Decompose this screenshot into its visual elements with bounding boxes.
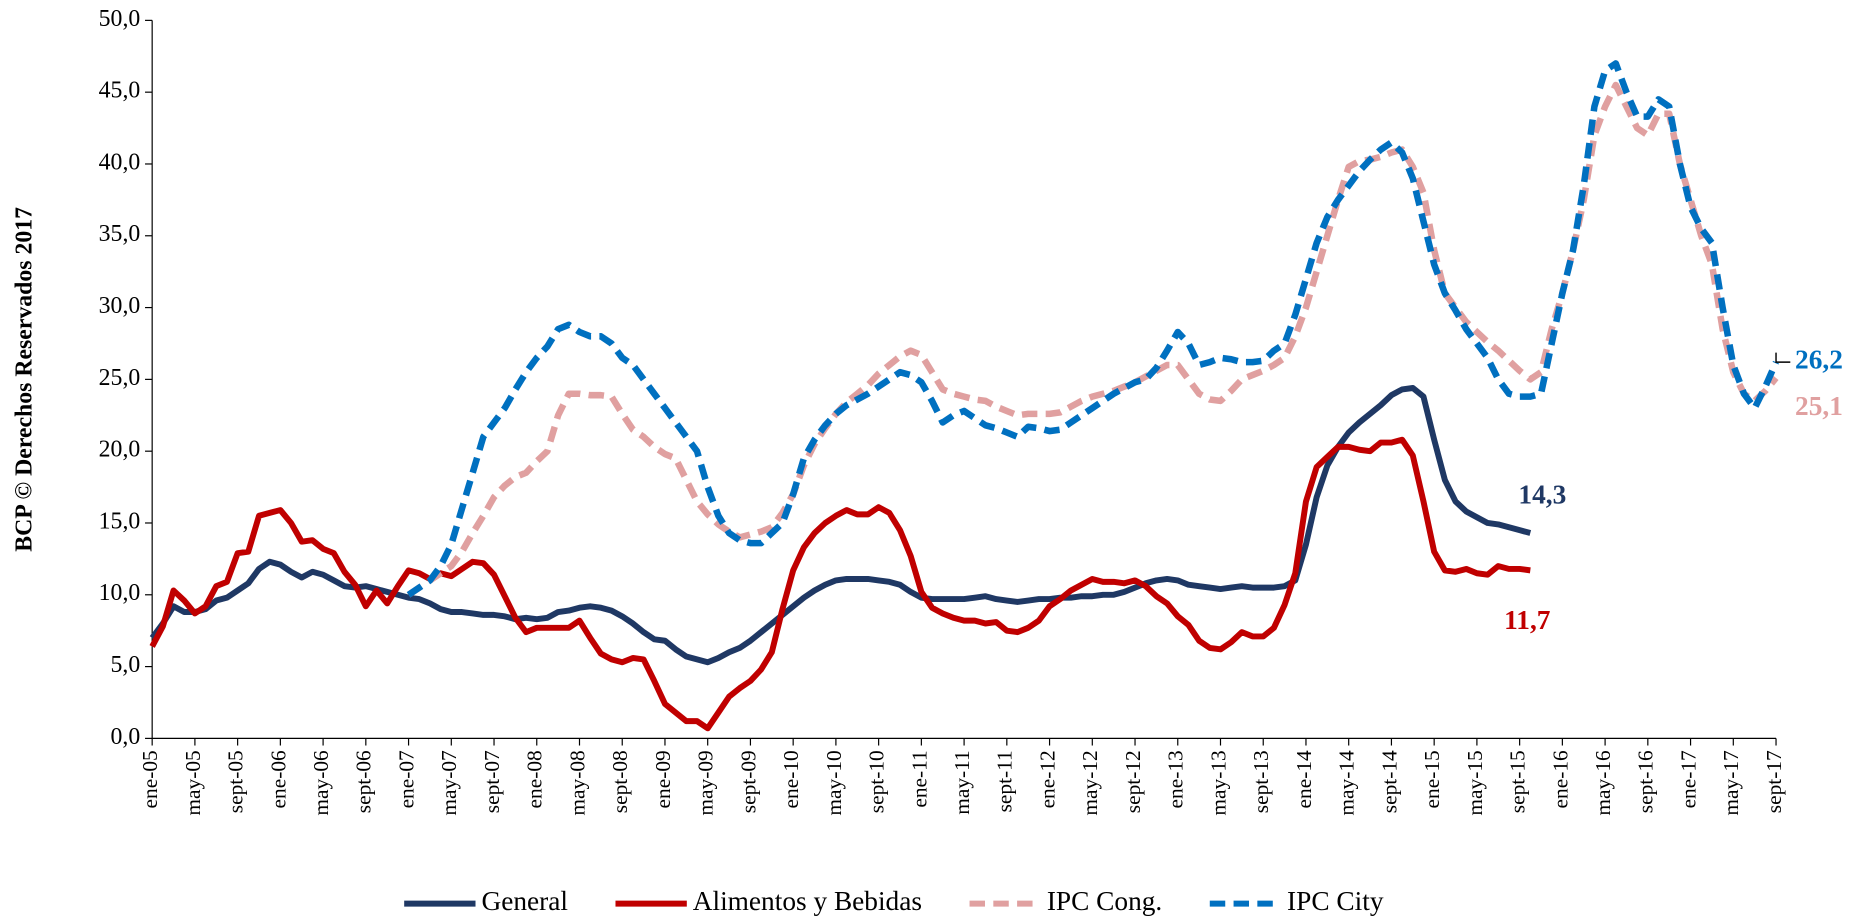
x-tick-label: sept-16 — [1634, 750, 1658, 813]
x-tick-label: may-06 — [309, 750, 333, 816]
x-tick-label: may-08 — [565, 750, 589, 815]
y-tick-label: 5,0 — [111, 652, 141, 678]
end-label: 25,1 — [1795, 391, 1843, 421]
y-tick-label: 0,0 — [111, 724, 141, 750]
y-tick-label: 20,0 — [99, 437, 141, 463]
y-tick-label: 10,0 — [99, 580, 141, 606]
x-tick-label: ene-15 — [1420, 750, 1444, 808]
x-tick-label: sept-12 — [1121, 750, 1145, 813]
series-line — [149, 436, 1531, 732]
x-tick-label: may-09 — [694, 750, 718, 815]
y-tick-label: 45,0 — [99, 78, 141, 104]
y-tick-label: 35,0 — [99, 221, 141, 247]
x-tick-label: may-05 — [181, 750, 205, 815]
end-label: 26,2 — [1795, 344, 1843, 374]
x-tick-label: sept-08 — [608, 750, 632, 813]
x-tick-label: sept-17 — [1762, 750, 1786, 813]
y-tick-label: 40,0 — [99, 149, 141, 175]
series-line — [149, 385, 1532, 666]
x-tick-label: ene-11 — [907, 750, 931, 807]
x-tick-label: ene-13 — [1164, 750, 1188, 808]
x-tick-label: may-12 — [1078, 750, 1102, 815]
x-tick-label: ene-06 — [266, 750, 290, 808]
x-tick-label: ene-10 — [779, 750, 803, 808]
x-tick-label: may-15 — [1463, 750, 1487, 815]
x-tick-label: ene-09 — [651, 750, 675, 808]
x-tick-label: ene-12 — [1035, 750, 1059, 808]
x-tick-label: may-07 — [437, 750, 461, 816]
x-tick-label: sept-10 — [865, 750, 889, 813]
x-tick-label: sept-14 — [1377, 750, 1401, 813]
x-tick-label: may-10 — [822, 750, 846, 815]
series-line — [406, 81, 1779, 598]
y-tick-label: 25,0 — [99, 365, 141, 391]
x-tick-label: ene-16 — [1548, 750, 1572, 808]
y-axis-label: BCP © Derechos Reservados 2017 — [12, 207, 38, 552]
x-tick-label: ene-07 — [394, 750, 418, 808]
leader-line — [1775, 352, 1791, 363]
x-tick-label: sept-07 — [480, 750, 504, 813]
x-tick-label: ene-14 — [1292, 750, 1316, 808]
x-tick-label: sept-13 — [1249, 750, 1273, 813]
x-tick-label: may-13 — [1206, 750, 1230, 815]
x-tick-label: sept-11 — [993, 750, 1017, 812]
x-tick-label: ene-08 — [523, 750, 547, 808]
series-line — [406, 60, 1780, 598]
x-tick-label: sept-15 — [1506, 750, 1530, 813]
x-tick-label: sept-06 — [352, 750, 376, 813]
legend-label: Alimentos y Bebidas — [693, 886, 922, 916]
legend-label: General — [481, 886, 568, 916]
x-tick-label: ene-05 — [138, 750, 162, 808]
y-tick-label: 15,0 — [99, 508, 141, 534]
legend-label: IPC City — [1287, 886, 1384, 916]
end-label: 14,3 — [1518, 480, 1566, 510]
x-tick-label: may-11 — [950, 750, 974, 815]
y-tick-label: 30,0 — [99, 293, 141, 319]
x-tick-label: ene-17 — [1676, 750, 1700, 808]
y-tick-label: 50,0 — [99, 6, 141, 32]
x-tick-label: sept-09 — [736, 750, 760, 813]
x-tick-label: sept-05 — [224, 750, 248, 813]
x-tick-label: may-14 — [1335, 750, 1359, 816]
end-label: 11,7 — [1504, 605, 1550, 635]
x-tick-label: may-17 — [1719, 750, 1743, 816]
legend-label: IPC Cong. — [1047, 886, 1162, 916]
x-tick-label: may-16 — [1591, 750, 1615, 816]
